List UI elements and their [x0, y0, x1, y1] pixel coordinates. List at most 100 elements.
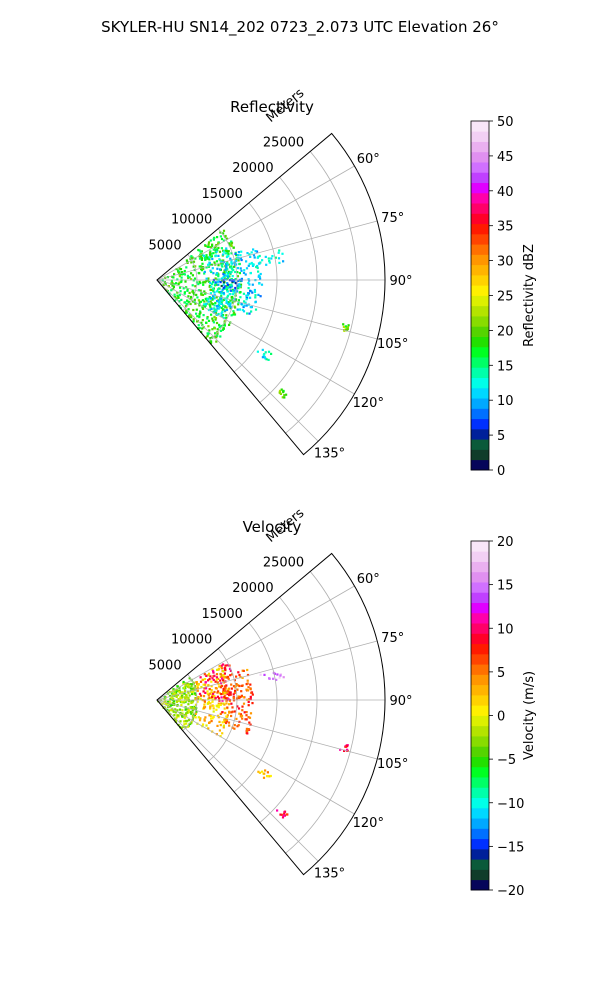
echo-pixel — [195, 312, 198, 315]
colorbar-swatch — [471, 541, 489, 552]
angle-tick-label: 105° — [377, 757, 408, 772]
echo-pixel — [213, 694, 216, 698]
echo-pixel — [206, 690, 209, 693]
echo-pixel — [214, 680, 217, 683]
echo-pixel — [224, 687, 227, 690]
velocity-title: Velocity — [243, 518, 302, 536]
azimuth-spoke — [156, 585, 355, 701]
echo-pixel — [215, 273, 218, 276]
echo-pixel — [225, 285, 228, 288]
echo-pixel — [199, 250, 202, 253]
echo-pixel — [236, 705, 239, 708]
colorbar-tick-label: 25 — [497, 290, 514, 305]
echo-pixel — [200, 257, 203, 260]
reflectivity-title: Reflectivity — [230, 98, 314, 116]
echo-pixel — [219, 686, 222, 689]
echo-pixel — [187, 696, 190, 699]
echo-pixel — [226, 288, 229, 291]
azimuth-spoke — [156, 279, 319, 442]
echo-pixel — [218, 720, 221, 723]
echo-pixel — [229, 289, 232, 292]
echo-pixel — [238, 272, 241, 275]
echo-pixel — [279, 392, 282, 395]
echo-pixel — [345, 745, 349, 748]
colorbar-swatch — [471, 459, 489, 471]
echo-pixel — [208, 696, 211, 699]
echo-pixel — [230, 244, 233, 248]
echo-pixel — [209, 269, 212, 272]
echo-pixel — [240, 302, 243, 305]
echo-pixel — [196, 296, 199, 299]
echo-pixel — [283, 394, 286, 397]
echo-pixel — [205, 256, 208, 259]
echo-pixel — [205, 266, 208, 269]
echo-pixel — [209, 341, 213, 345]
echo-pixel — [220, 279, 224, 282]
echo-pixel — [173, 293, 176, 296]
echo-pixel — [199, 265, 203, 268]
echo-pixel — [209, 340, 212, 343]
echo-pixel — [214, 698, 217, 701]
echo-pixel — [203, 303, 206, 306]
colorbar-tick-label: 35 — [497, 220, 514, 235]
echo-pixel — [212, 290, 215, 293]
echo-pixel — [168, 292, 171, 295]
range-tick-label: 5000 — [149, 238, 182, 253]
echo-pixel — [204, 281, 207, 284]
echo-pixel — [239, 713, 242, 716]
echo-pixel — [254, 308, 258, 311]
echo-pixel — [230, 296, 233, 299]
echo-pixel — [216, 705, 219, 708]
echo-pixel — [209, 702, 212, 705]
echo-pixel — [219, 712, 222, 715]
echo-pixel — [219, 301, 222, 304]
echo-pixel — [237, 254, 240, 257]
echo-pixel — [180, 703, 183, 707]
echo-pixel — [212, 705, 215, 708]
echo-pixel — [186, 725, 190, 728]
echo-pixel — [216, 334, 219, 337]
echo-pixel — [203, 707, 206, 710]
echo-pixel — [181, 696, 184, 699]
echo-pixel — [194, 257, 197, 260]
echo-pixel — [202, 281, 205, 284]
echo-pixel — [217, 703, 221, 707]
echo-pixel — [286, 813, 289, 816]
echo-pixel — [187, 700, 190, 703]
echo-pixel — [170, 279, 173, 282]
echo-pixel — [211, 668, 214, 671]
echo-pixel — [203, 719, 206, 722]
echo-pixel — [222, 675, 225, 678]
echo-pixel — [217, 246, 220, 249]
echo-pixel — [234, 281, 237, 284]
echo-pixel — [217, 307, 220, 310]
echo-pixel — [254, 296, 257, 299]
echo-pixel — [190, 722, 193, 725]
radar-echo-region — [256, 348, 273, 361]
colorbar-swatch — [471, 264, 489, 276]
colorbar-swatch — [471, 326, 489, 337]
echo-pixel — [268, 775, 271, 778]
echo-pixel — [197, 289, 200, 292]
colorbar-swatch — [471, 684, 489, 696]
echo-pixel — [186, 720, 189, 723]
echo-pixel — [211, 717, 214, 720]
echo-pixel — [191, 719, 194, 722]
echo-pixel — [251, 283, 254, 286]
echo-pixel — [178, 281, 181, 284]
echo-pixel — [236, 284, 239, 287]
echo-pixel — [232, 685, 236, 688]
echo-pixel — [225, 247, 228, 250]
echo-pixel — [218, 323, 221, 326]
echo-pixel — [342, 325, 345, 328]
angle-tick-label: 90° — [389, 274, 412, 289]
echo-pixel — [345, 326, 348, 329]
echo-pixel — [223, 287, 227, 290]
echo-pixel — [236, 267, 239, 270]
echo-pixel — [196, 315, 199, 318]
echo-pixel — [216, 724, 219, 727]
echo-pixel — [190, 684, 193, 688]
echo-pixel — [267, 257, 270, 260]
echo-pixel — [216, 695, 219, 698]
echo-pixel — [274, 256, 277, 259]
